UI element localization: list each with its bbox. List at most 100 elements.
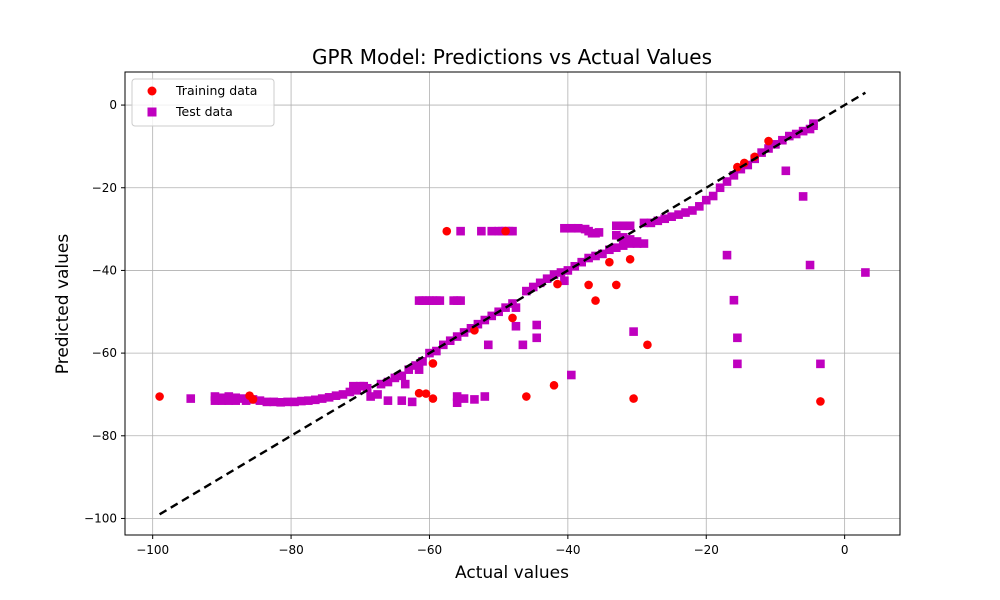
- test-point: [310, 395, 320, 405]
- test-point: [362, 383, 372, 393]
- test-point: [418, 357, 427, 366]
- test-point: [567, 370, 576, 380]
- legend-marker-training: [147, 86, 157, 96]
- test-point: [487, 311, 497, 321]
- test-point: [560, 276, 569, 286]
- test-point: [366, 392, 375, 401]
- training-point: [629, 394, 638, 403]
- test-point: [383, 396, 393, 405]
- test-point: [414, 365, 424, 374]
- test-point: [611, 230, 621, 240]
- x-axis-label: Actual values: [455, 563, 569, 583]
- test-point: [605, 245, 614, 255]
- test-point: [733, 333, 742, 343]
- test-point: [708, 191, 718, 201]
- test-point: [611, 221, 621, 231]
- test-point: [487, 226, 497, 236]
- test-point: [695, 202, 704, 211]
- training-point: [470, 326, 479, 335]
- training-point: [625, 254, 635, 264]
- test-point: [567, 223, 576, 233]
- test-point: [518, 340, 528, 350]
- legend-marker-test: [147, 107, 157, 117]
- test-point: [556, 268, 566, 277]
- training-point: [584, 280, 593, 290]
- test-point: [653, 216, 663, 226]
- y-tick-label: −20: [92, 181, 117, 195]
- test-point: [715, 183, 725, 193]
- x-tick-label: −20: [694, 543, 719, 557]
- test-point: [231, 396, 241, 405]
- test-point: [241, 396, 251, 405]
- training-point: [643, 340, 652, 350]
- test-point: [269, 397, 279, 407]
- plot-area: [155, 91, 870, 516]
- test-point: [376, 379, 386, 389]
- test-point: [452, 332, 462, 341]
- test-point: [729, 171, 739, 180]
- test-point: [511, 321, 521, 331]
- test-point: [573, 223, 583, 233]
- test-point: [701, 195, 711, 205]
- training-point: [155, 392, 164, 401]
- test-point: [625, 235, 635, 244]
- test-point: [674, 210, 683, 219]
- test-point: [383, 377, 393, 387]
- test-point: [667, 212, 676, 221]
- test-point: [331, 391, 341, 400]
- test-point: [629, 327, 638, 336]
- test-point: [470, 395, 479, 404]
- test-point: [535, 278, 545, 288]
- test-point: [400, 379, 410, 389]
- training-point: [428, 394, 438, 403]
- training-point: [549, 381, 559, 390]
- training-point: [248, 395, 258, 404]
- test-point: [452, 392, 462, 401]
- test-point: [764, 144, 773, 153]
- y-tick-label: −80: [92, 429, 117, 443]
- test-point: [290, 397, 299, 407]
- test-point: [456, 296, 465, 305]
- legend: Training data Test data: [131, 78, 275, 127]
- x-tick-label: −60: [417, 543, 442, 557]
- test-point: [781, 166, 791, 176]
- training-point: [764, 136, 773, 146]
- test-point: [798, 192, 808, 201]
- test-point: [283, 397, 292, 407]
- legend-box: [131, 78, 275, 127]
- test-point: [594, 228, 604, 237]
- test-point: [459, 394, 469, 403]
- test-point: [508, 226, 517, 236]
- training-point: [442, 226, 452, 236]
- test-point: [397, 396, 407, 405]
- test-point: [805, 260, 815, 270]
- test-point: [297, 396, 306, 406]
- test-point: [591, 251, 600, 261]
- test-point: [390, 373, 400, 383]
- plot-frame: [124, 71, 901, 536]
- training-point: [508, 313, 517, 323]
- test-point: [186, 394, 196, 403]
- test-point: [549, 270, 559, 279]
- test-point: [577, 257, 586, 267]
- training-point: [733, 162, 742, 172]
- test-point: [404, 365, 414, 374]
- chart-title: GPR Model: Predictions vs Actual Values: [312, 45, 712, 69]
- training-point: [522, 392, 531, 401]
- test-point: [511, 303, 521, 312]
- training-point: [591, 296, 600, 305]
- test-point: [338, 390, 348, 399]
- y-tick-label: 0: [109, 98, 117, 112]
- training-point: [414, 388, 424, 398]
- training-point: [501, 226, 510, 236]
- test-point: [532, 320, 542, 330]
- training-point: [611, 280, 621, 290]
- y-tick-label: −100: [84, 511, 117, 525]
- test-point: [618, 241, 628, 250]
- y-axis-label: Predicted values: [53, 234, 73, 375]
- test-point: [452, 398, 462, 408]
- test-point: [784, 131, 794, 141]
- test-point: [560, 223, 569, 233]
- test-point: [480, 392, 490, 401]
